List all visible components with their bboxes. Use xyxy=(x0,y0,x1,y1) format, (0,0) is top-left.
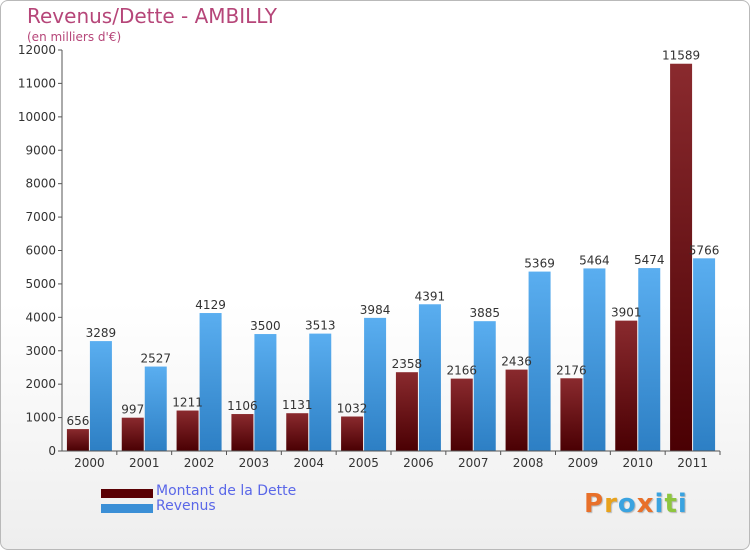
bar-revenue xyxy=(638,268,661,451)
bar-debt xyxy=(66,429,89,451)
bar-debt xyxy=(121,417,144,451)
logo-letter: i xyxy=(677,489,688,519)
y-tick-label: 0 xyxy=(48,444,56,458)
y-tick-label: 7000 xyxy=(25,210,56,224)
value-label-debt: 11589 xyxy=(662,49,700,63)
x-tick-label: 2006 xyxy=(403,456,434,470)
bar-revenue xyxy=(199,313,222,451)
value-label-debt: 1211 xyxy=(172,396,203,410)
x-tick-label: 2007 xyxy=(458,456,489,470)
y-tick-label: 4000 xyxy=(25,310,56,324)
logo-letter: i xyxy=(654,489,665,519)
value-label-revenue: 3885 xyxy=(469,306,500,320)
value-label-revenue: 3513 xyxy=(305,319,336,333)
x-tick-label: 2001 xyxy=(129,456,160,470)
y-tick-label: 2000 xyxy=(25,377,56,391)
bar-debt xyxy=(450,378,473,451)
x-tick-label: 2000 xyxy=(74,456,105,470)
x-tick-label: 2002 xyxy=(184,456,215,470)
axes-group: 0 1000 2000 3000 4000 5000 6000 7000 8000 9000 100… xyxy=(18,43,721,470)
bar-debt xyxy=(560,378,583,451)
bar-revenue xyxy=(583,268,606,451)
x-tick-label: 2003 xyxy=(239,456,270,470)
legend-label-revenue: Revenus xyxy=(156,498,216,514)
proxiti-logo: Proxiti xyxy=(584,489,688,519)
y-tick-label: 5000 xyxy=(25,277,56,291)
bar-debt xyxy=(670,63,693,451)
bar-debt xyxy=(395,372,418,451)
value-label-revenue: 5766 xyxy=(689,243,720,257)
bar-revenue xyxy=(473,321,496,451)
y-tick-label: 9000 xyxy=(25,143,56,157)
legend-label-debt: Montant de la Dette xyxy=(156,483,297,499)
logo-letter: r xyxy=(604,489,618,519)
logo-letter: x xyxy=(636,489,655,519)
bar-revenue xyxy=(418,304,441,451)
chart-subtitle: (en milliers d'€) xyxy=(27,30,122,44)
bar-debt xyxy=(176,410,199,451)
x-tick-label: 2004 xyxy=(293,456,324,470)
value-label-revenue: 3289 xyxy=(86,326,117,340)
bar-debt xyxy=(231,414,254,451)
value-label-debt: 2166 xyxy=(446,364,477,378)
bar-revenue xyxy=(254,334,277,451)
bar-revenue xyxy=(309,333,332,451)
value-label-revenue: 4129 xyxy=(195,298,226,312)
value-label-debt: 2358 xyxy=(392,357,423,371)
value-label-debt: 1032 xyxy=(337,402,368,416)
bar-revenue xyxy=(528,271,551,451)
value-label-debt: 3901 xyxy=(611,306,642,320)
value-label-revenue: 3500 xyxy=(250,319,281,333)
bar-debt xyxy=(615,320,638,451)
bar-chart: 0 1000 2000 3000 4000 5000 6000 7000 8000 9000 100… xyxy=(18,43,721,470)
logo-letter: P xyxy=(584,489,605,519)
value-label-debt: 2176 xyxy=(556,363,587,377)
x-tick-label: 2011 xyxy=(677,456,708,470)
value-label-debt: 1106 xyxy=(227,399,258,413)
y-tick-label: 3000 xyxy=(25,344,56,358)
value-labels-group: 656 3289 997 2527 1211 4129 1106 3500 1131 3513 10… xyxy=(66,49,719,428)
legend-swatch-debt xyxy=(101,489,153,498)
bar-revenue xyxy=(144,366,167,451)
y-tick-label: 8000 xyxy=(25,177,56,191)
value-label-revenue: 3984 xyxy=(360,303,391,317)
value-label-debt: 656 xyxy=(66,414,89,428)
x-tick-label: 2008 xyxy=(513,456,544,470)
logo-letter: t xyxy=(664,489,678,519)
y-tick-label: 1000 xyxy=(25,411,56,425)
value-label-revenue: 4391 xyxy=(415,289,446,303)
y-tick-label: 12000 xyxy=(18,43,56,57)
bar-debt xyxy=(286,413,309,451)
y-tick-label: 10000 xyxy=(18,110,56,124)
chart-title: Revenus/Dette - AMBILLY xyxy=(27,4,277,28)
y-tick-label: 6000 xyxy=(25,244,56,258)
value-label-debt: 2436 xyxy=(501,355,532,369)
value-label-debt: 997 xyxy=(121,403,144,417)
bar-debt xyxy=(341,416,364,451)
value-label-debt: 1131 xyxy=(282,398,313,412)
value-label-revenue: 5474 xyxy=(634,253,665,267)
x-tick-label: 2005 xyxy=(348,456,379,470)
value-label-revenue: 2527 xyxy=(140,352,171,366)
x-tick-label: 2010 xyxy=(622,456,653,470)
value-label-revenue: 5464 xyxy=(579,253,610,267)
y-tick-label: 11000 xyxy=(18,76,56,90)
bar-revenue xyxy=(693,258,716,451)
legend-swatch-revenue xyxy=(101,504,153,513)
bar-revenue xyxy=(89,341,112,451)
x-tick-label: 2009 xyxy=(568,456,599,470)
bars-group xyxy=(66,63,716,451)
bar-revenue xyxy=(364,317,387,451)
bar-debt xyxy=(505,369,528,451)
value-label-revenue: 5369 xyxy=(524,257,555,271)
logo-letter: o xyxy=(617,489,637,519)
